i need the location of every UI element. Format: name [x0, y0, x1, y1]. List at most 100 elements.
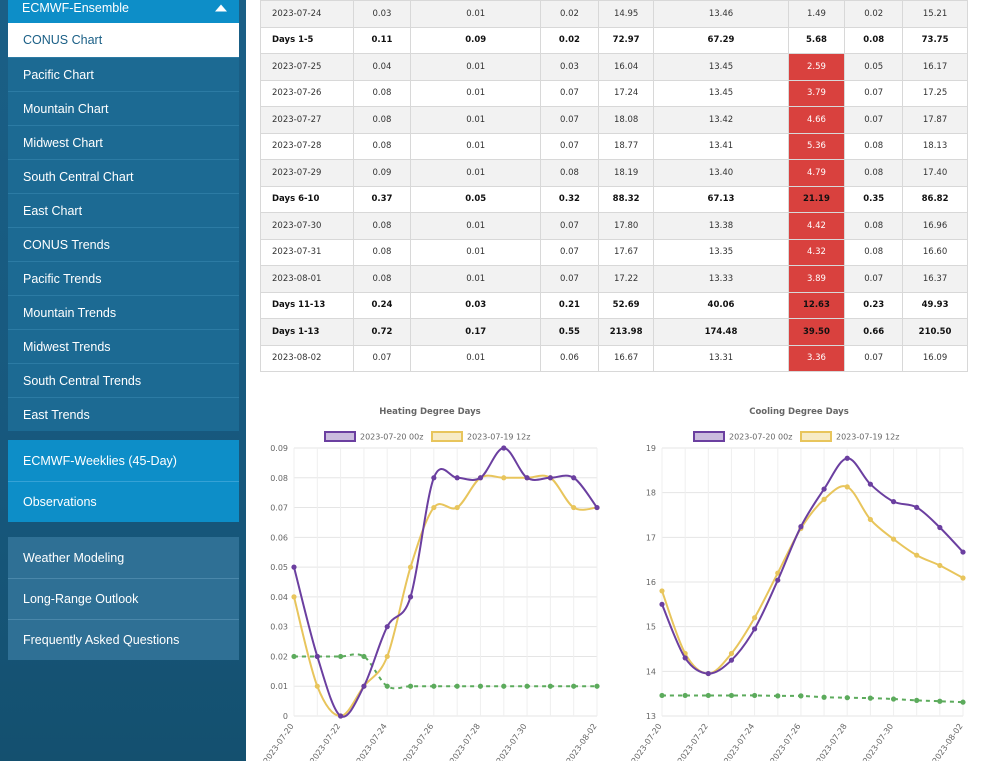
sidebar-item-midwest-chart[interactable]: Midwest Chart: [8, 125, 239, 159]
sidebar-item-pacific-trends[interactable]: Pacific Trends: [8, 261, 239, 295]
sidebar-item-mountain-trends[interactable]: Mountain Trends: [8, 295, 239, 329]
data-point[interactable]: [571, 683, 577, 689]
data-point[interactable]: [361, 683, 367, 689]
data-point[interactable]: [798, 693, 804, 699]
sidebar-item-mountain-chart[interactable]: Mountain Chart: [8, 91, 239, 125]
data-point[interactable]: [937, 524, 943, 531]
data-point[interactable]: [431, 683, 437, 689]
data-point[interactable]: [821, 694, 827, 700]
legend-swatch[interactable]: [324, 431, 356, 442]
sidebar-item-south-central-trends[interactable]: South Central Trends: [8, 363, 239, 397]
data-point[interactable]: [384, 683, 390, 689]
data-point[interactable]: [659, 588, 665, 594]
sidebar-item-midwest-trends[interactable]: Midwest Trends: [8, 329, 239, 363]
data-point[interactable]: [361, 653, 367, 660]
faq-link[interactable]: Frequently Asked Questions: [8, 619, 239, 660]
sidebar-item-east-trends[interactable]: East Trends: [8, 397, 239, 431]
data-point[interactable]: [314, 683, 320, 689]
data-point[interactable]: [431, 504, 437, 511]
data-point[interactable]: [338, 653, 344, 660]
data-point[interactable]: [867, 516, 873, 523]
data-point[interactable]: [682, 692, 688, 699]
data-point[interactable]: [682, 655, 688, 661]
legend-label[interactable]: 2023-07-20 00z: [360, 433, 423, 442]
data-point[interactable]: [291, 653, 297, 660]
data-point[interactable]: [594, 683, 600, 689]
data-point[interactable]: [524, 475, 530, 481]
data-point[interactable]: [821, 496, 827, 502]
data-point[interactable]: [821, 486, 827, 492]
data-point[interactable]: [844, 484, 850, 490]
data-point[interactable]: [659, 692, 665, 699]
data-point[interactable]: [501, 475, 507, 481]
sidebar-item-south-central-chart[interactable]: South Central Chart: [8, 159, 239, 193]
weather-modeling-link[interactable]: Weather Modeling: [8, 537, 239, 578]
sidebar-item-conus-chart[interactable]: CONUS Chart: [8, 23, 239, 57]
data-point[interactable]: [547, 475, 553, 481]
data-point[interactable]: [384, 624, 390, 630]
data-point[interactable]: [890, 499, 897, 505]
data-point[interactable]: [937, 698, 943, 704]
data-point[interactable]: [454, 683, 460, 689]
data-point[interactable]: [775, 693, 781, 699]
legend-swatch[interactable]: [693, 431, 725, 442]
data-point[interactable]: [454, 504, 460, 511]
sidebar-item-pacific-chart[interactable]: Pacific Chart: [8, 57, 239, 91]
data-point[interactable]: [384, 653, 390, 660]
data-point[interactable]: [937, 562, 943, 569]
data-point[interactable]: [477, 683, 484, 689]
data-point[interactable]: [844, 455, 850, 461]
data-point[interactable]: [547, 683, 553, 689]
data-point[interactable]: [775, 577, 781, 583]
data-point[interactable]: [752, 692, 758, 699]
data-point[interactable]: [867, 695, 873, 701]
legend-swatch[interactable]: [431, 431, 463, 442]
data-point[interactable]: [501, 683, 507, 689]
data-point[interactable]: [291, 564, 297, 570]
data-point[interactable]: [960, 549, 966, 555]
data-point[interactable]: [728, 650, 735, 657]
data-point[interactable]: [867, 481, 873, 487]
data-point[interactable]: [659, 601, 665, 607]
data-point[interactable]: [338, 713, 344, 719]
data-point[interactable]: [960, 575, 966, 581]
data-point[interactable]: [501, 445, 507, 451]
legend-swatch[interactable]: [800, 431, 832, 442]
legend-label[interactable]: 2023-07-19 12z: [467, 433, 530, 442]
data-point[interactable]: [728, 692, 735, 699]
data-point[interactable]: [914, 552, 920, 558]
data-point[interactable]: [752, 615, 758, 621]
data-point[interactable]: [407, 683, 414, 689]
data-point[interactable]: [914, 697, 920, 703]
legend-label[interactable]: 2023-07-20 00z: [729, 433, 792, 442]
long-range-outlook-link[interactable]: Long-Range Outlook: [8, 578, 239, 619]
data-point[interactable]: [454, 475, 460, 481]
data-point[interactable]: [775, 570, 781, 576]
data-point[interactable]: [728, 657, 735, 663]
legend-label[interactable]: 2023-07-19 12z: [836, 433, 899, 442]
data-point[interactable]: [594, 504, 600, 511]
data-point[interactable]: [407, 564, 414, 570]
data-point[interactable]: [890, 696, 897, 702]
data-point[interactable]: [314, 653, 320, 660]
data-point[interactable]: [705, 692, 711, 699]
data-point[interactable]: [752, 626, 758, 632]
data-point[interactable]: [890, 536, 897, 542]
sidebar-item-east-chart[interactable]: East Chart: [8, 193, 239, 227]
data-point[interactable]: [524, 683, 530, 689]
ecmwf-ensemble-header[interactable]: ECMWF-Ensemble: [8, 0, 239, 23]
data-point[interactable]: [477, 475, 484, 481]
data-point[interactable]: [960, 699, 966, 705]
data-point[interactable]: [431, 475, 437, 481]
data-point[interactable]: [291, 594, 297, 600]
data-point[interactable]: [914, 504, 920, 511]
data-point[interactable]: [407, 594, 414, 600]
chevron-up-icon[interactable]: [215, 4, 227, 12]
data-point[interactable]: [705, 670, 711, 677]
data-point[interactable]: [798, 524, 804, 530]
data-point[interactable]: [571, 475, 577, 481]
sidebar-item-conus-trends[interactable]: CONUS Trends: [8, 227, 239, 261]
data-point[interactable]: [571, 504, 577, 511]
data-point[interactable]: [844, 695, 850, 701]
ecmwf-weeklies-item[interactable]: ECMWF-Weeklies (45-Day): [8, 440, 239, 481]
